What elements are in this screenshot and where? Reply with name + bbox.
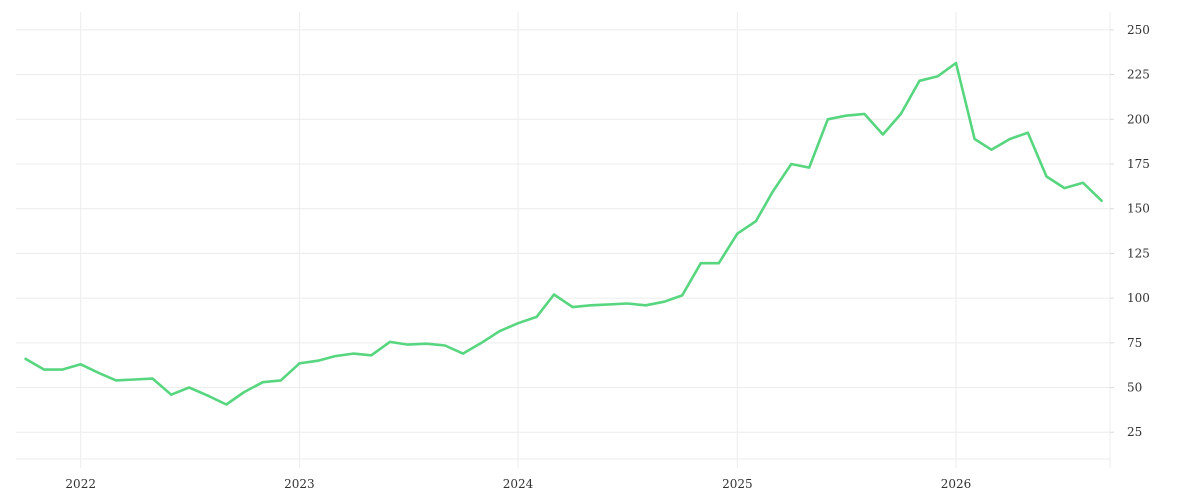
y-tick-label: 50 — [1127, 381, 1142, 395]
y-tick-label: 250 — [1127, 23, 1150, 37]
x-tick-label: 2025 — [722, 477, 753, 491]
y-tick-label: 175 — [1127, 157, 1150, 171]
y-tick-label: 200 — [1127, 112, 1150, 126]
y-tick-label: 25 — [1127, 425, 1142, 439]
x-tick-label: 2022 — [65, 477, 96, 491]
x-tick-label: 2023 — [284, 477, 315, 491]
y-tick-label: 100 — [1127, 291, 1150, 305]
x-tick-label: 2024 — [503, 477, 534, 491]
grid — [16, 12, 1111, 468]
x-axis: 2022 2023 2024 2025 2026 — [65, 477, 971, 491]
y-tick-label: 225 — [1127, 68, 1150, 82]
y-axis: 25 50 75 100 125 150 175 200 225 250 — [1110, 23, 1150, 439]
series-line — [24, 61, 1103, 406]
y-tick-label: 125 — [1127, 246, 1150, 260]
y-tick-label: 150 — [1127, 202, 1150, 216]
series-layer — [24, 61, 1103, 406]
x-tick-label: 2026 — [941, 477, 972, 491]
y-tick-label: 75 — [1127, 336, 1142, 350]
